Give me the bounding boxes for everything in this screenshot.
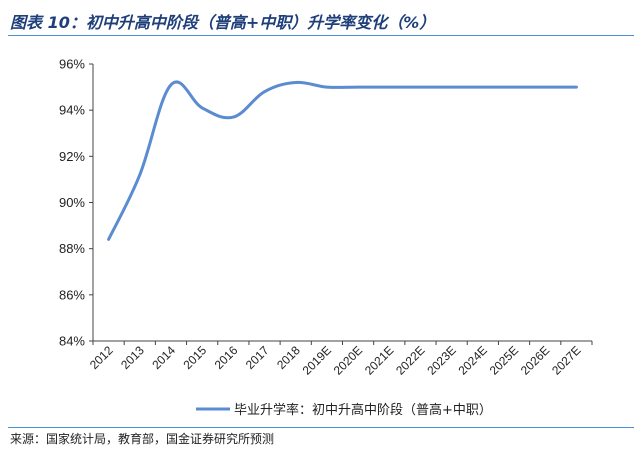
line-chart: 84%86%88%90%92%94%96% 2012 2013 2014 2015 20… <box>59 57 593 418</box>
x-tick-label: 2023E <box>424 343 458 377</box>
chart-title: 图表 10：初中升高中阶段（普高+中职）升学率变化（%） <box>10 13 436 32</box>
title-divider <box>8 35 634 36</box>
x-tick-label: 2025E <box>487 343 521 377</box>
source-note: 来源：国家统计局，教育部，国金证券研究所预测 <box>10 432 275 446</box>
x-tick-label: 2026E <box>518 343 552 377</box>
x-tick-label: 2017 <box>243 343 272 372</box>
x-tick-label: 2019E <box>300 343 334 377</box>
x-tick-label: 2014 <box>149 343 178 372</box>
y-tick-label: 92% <box>59 149 85 164</box>
x-tick-label: 2012 <box>87 343 116 372</box>
x-tick-label: 2013 <box>118 343 147 372</box>
x-tick-label: 2020E <box>331 343 365 377</box>
y-tick-label: 86% <box>59 287 85 302</box>
y-axis-ticks: 84% 86% 88% 90% 92% 94% 96% <box>59 57 93 349</box>
source-divider <box>8 427 634 428</box>
x-tick-label: 2015 <box>180 343 209 372</box>
x-tick-label: 2027E <box>549 343 583 377</box>
x-tick-label: 2022E <box>393 343 427 377</box>
x-tick-label: 2016 <box>212 343 241 372</box>
y-tick-label: 84% <box>59 334 85 349</box>
chart-axes <box>92 64 592 342</box>
series-line <box>107 80 578 241</box>
series-layer <box>107 80 578 241</box>
x-tick-label: 2021E <box>362 343 396 377</box>
legend-label: 毕业升学率：初中升高中阶段（普高+中职） <box>234 402 492 418</box>
y-tick-label: 94% <box>59 103 85 118</box>
y-tick-label: 90% <box>59 195 85 210</box>
x-axis-ticks: 2012 2013 2014 2015 2016 2017 20182019E2020E20… <box>87 341 593 378</box>
x-tick-label: 2024E <box>456 343 490 377</box>
y-tick-label: 96% <box>59 57 85 72</box>
y-tick-label: 88% <box>59 241 85 256</box>
chart-legend: 毕业升学率：初中升高中阶段（普高+中职） <box>196 402 492 418</box>
